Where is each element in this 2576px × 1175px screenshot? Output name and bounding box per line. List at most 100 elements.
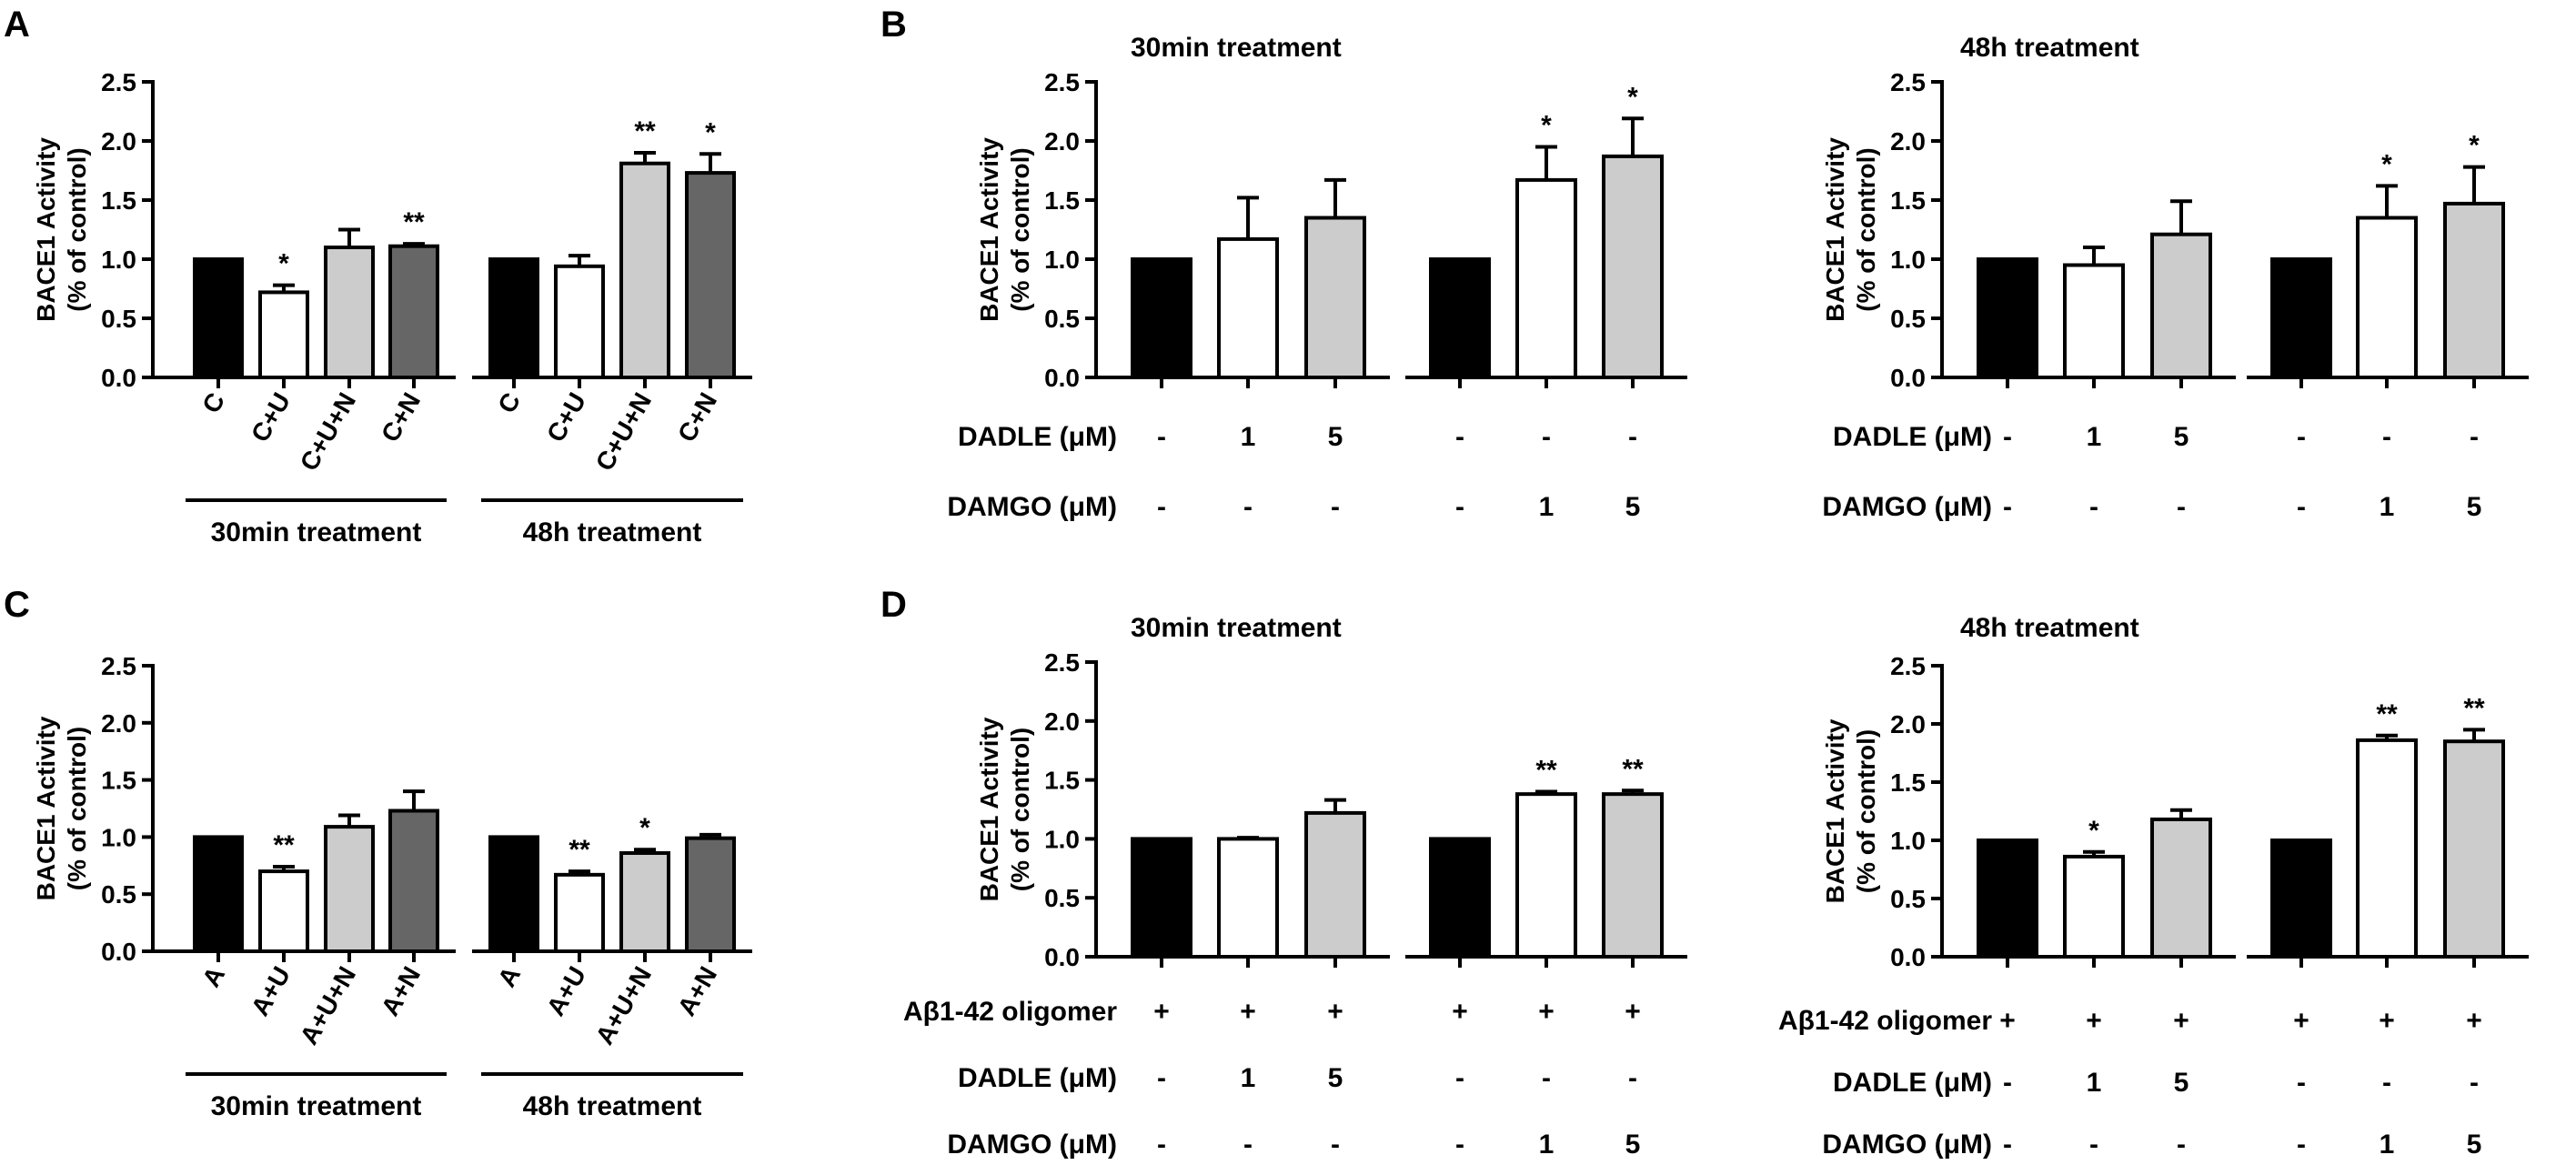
significance-label: ** (2463, 693, 2485, 723)
bar (488, 257, 539, 379)
category-label: C+U+N (295, 388, 362, 476)
significance-label: ** (2376, 699, 2398, 729)
treatment-cell: 5 (1625, 492, 1641, 522)
treatment-cell: - (2297, 492, 2306, 522)
bar (2356, 738, 2418, 959)
bar (1602, 154, 1664, 379)
significance-label: ** (634, 116, 656, 146)
category-label: A+U (541, 962, 591, 1021)
treatment-row-label: DAMGO (μM) (947, 1130, 1117, 1160)
y-axis-label-unit: (% of control) (1006, 728, 1034, 891)
group-label: 30min treatment (211, 1091, 422, 1121)
y-tick-label: 0.5 (1890, 885, 1926, 913)
treatment-row-label: DAMGO (μM) (1822, 1130, 1992, 1160)
panel-letter-b: B (880, 5, 907, 45)
bar (2150, 817, 2212, 959)
bar (1217, 837, 1279, 959)
category-label: C+U (246, 388, 296, 447)
treatment-cell: - (1628, 422, 1637, 452)
chart-title: 48h treatment (1960, 613, 2139, 643)
treatment-cell: - (1157, 1063, 1166, 1093)
bar (554, 872, 605, 954)
y-axis-label-unit: (% of control) (1852, 147, 1880, 311)
treatment-cell: - (2382, 1068, 2391, 1098)
y-tick-label: 2.0 (1044, 127, 1080, 156)
y-tick-label: 2.0 (101, 127, 136, 156)
y-tick-label: 2.5 (1044, 68, 1080, 96)
bar (1429, 257, 1491, 379)
treatment-cell: + (2379, 1006, 2395, 1036)
y-axis-label: BACE1 Activity (1821, 137, 1849, 322)
treatment-cell: - (1331, 1130, 1340, 1160)
y-tick-label: 1.5 (101, 186, 136, 215)
chart-b2: 48h treatment BACE1 Activity (% of control… (1821, 33, 2529, 522)
treatment-cell: 5 (1328, 422, 1343, 452)
treatment-cell: - (1157, 1130, 1166, 1160)
treatment-row-label: Aβ1-42 oligomer (1778, 1006, 1992, 1036)
category-label: C+U+N (590, 388, 658, 476)
group-label: 48h treatment (523, 1091, 702, 1121)
bar (1131, 257, 1192, 379)
bar (2270, 257, 2332, 379)
y-tick-label: 0.5 (1044, 884, 1080, 912)
treatment-row-label: DADLE (μM) (1833, 422, 1992, 452)
category-label: A+U+N (590, 962, 658, 1049)
charts-layer: BACE1 Activity (% of control)0.00.51.01.5… (32, 33, 2529, 1160)
y-tick-label: 1.5 (1044, 767, 1080, 795)
significance-label: * (2088, 816, 2099, 846)
treatment-cell: 5 (2174, 1068, 2189, 1098)
bar (1977, 257, 2038, 379)
category-label: C+U (541, 388, 591, 447)
y-axis-label: BACE1 Activity (1821, 718, 1849, 903)
treatment-cell: - (1157, 422, 1166, 452)
significance-label: ** (569, 835, 590, 865)
treatment-cell: - (1243, 1130, 1253, 1160)
treatment-cell: - (1542, 1063, 1551, 1093)
bar (554, 264, 605, 379)
category-label: A+U (246, 962, 296, 1021)
treatment-cell: - (2177, 492, 2186, 522)
treatment-cell: - (1331, 492, 1340, 522)
bar (2063, 263, 2125, 379)
bar (2063, 854, 2125, 959)
bar (1515, 177, 1577, 379)
treatment-row-label: DAMGO (μM) (947, 492, 1117, 522)
significance-label: ** (1622, 754, 1644, 784)
y-tick-label: 2.0 (1890, 127, 1926, 156)
bar (2356, 216, 2418, 379)
category-label: C+N (376, 388, 426, 447)
treatment-cell: - (1455, 492, 1464, 522)
treatment-row-label: DAMGO (μM) (1822, 492, 1992, 522)
treatment-cell: - (2470, 422, 2479, 452)
y-tick-label: 0.5 (101, 305, 136, 333)
significance-label: * (278, 249, 289, 279)
panel-letter-c: C (4, 585, 30, 625)
y-axis-label-unit: (% of control) (1006, 147, 1034, 311)
treatment-row-label: DADLE (μM) (958, 1063, 1117, 1093)
y-tick-label: 1.0 (1890, 246, 1926, 274)
y-tick-label: 0.5 (1890, 305, 1926, 333)
treatment-cell: - (2297, 422, 2306, 452)
significance-label: ** (403, 207, 425, 237)
treatment-cell: + (1153, 997, 1170, 1027)
y-tick-label: 2.0 (1044, 708, 1080, 736)
treatment-cell: 5 (2467, 492, 2482, 522)
category-label: C (492, 388, 526, 418)
treatment-cell: + (1452, 997, 1468, 1027)
treatment-row-label: DADLE (μM) (1833, 1068, 1992, 1098)
bar (193, 835, 244, 954)
y-tick-label: 1.5 (1890, 768, 1926, 797)
significance-label: * (705, 117, 716, 147)
chart-c: BACE1 Activity (% of control) 0.0 0.5 1.0 1.5… (32, 652, 752, 1121)
y-tick-label: 0.0 (1044, 943, 1080, 971)
y-axis-label-unit: (% of control) (63, 727, 91, 890)
y-tick-label: 2.5 (1044, 648, 1080, 677)
group-label: 48h treatment (523, 517, 702, 547)
bar (1217, 236, 1279, 379)
significance-label: * (1541, 111, 1552, 141)
treatment-cell: 1 (1241, 422, 1256, 452)
significance-label: * (639, 813, 650, 843)
treatment-cell: - (1455, 1063, 1464, 1093)
bar (1429, 837, 1491, 959)
